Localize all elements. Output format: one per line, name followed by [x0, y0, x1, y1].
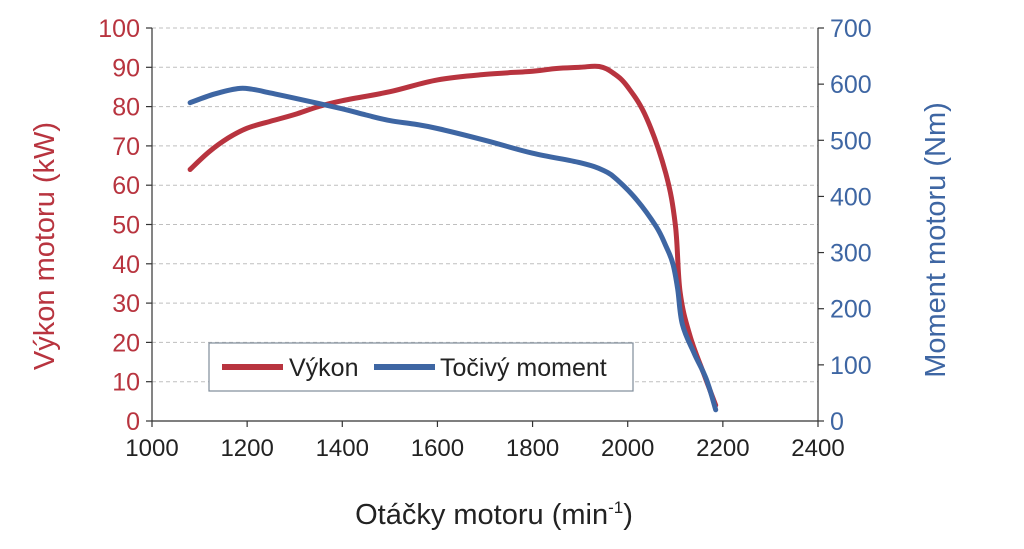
x-tick-label: 1600 [411, 435, 464, 462]
y-left-tick-label: 40 [112, 251, 140, 279]
x-tick-label: 2000 [601, 435, 654, 462]
y-left-tick-label: 50 [112, 212, 140, 240]
x-axis-label-end: ) [623, 499, 633, 531]
legend-label-torque: Točivý moment [440, 354, 607, 382]
x-axis-label-main: Otáčky motoru (min [355, 499, 608, 531]
y-right-tick-label: 500 [830, 127, 872, 155]
y-left-tick-label: 0 [126, 408, 140, 436]
y-right-tick-label: 700 [830, 15, 872, 43]
y-right-tick-label: 300 [830, 240, 872, 268]
x-tick-label: 1000 [125, 435, 178, 462]
tick-labels: 1000 1200 1400 1600 1800 2000 2200 240001020304… [98, 15, 871, 462]
y-left-tick-label: 80 [112, 94, 140, 122]
y-left-tick-label: 90 [112, 54, 140, 82]
x-axis-label-superscript: -1 [608, 498, 623, 517]
grid-lines [152, 27, 818, 383]
y-axis-right-label: Moment motoru (Nm) [920, 102, 952, 378]
legend-label-power: Výkon [289, 354, 358, 382]
y-left-tick-label: 70 [112, 133, 140, 161]
y-right-tick-label: 200 [830, 296, 872, 324]
y-right-tick-label: 600 [830, 71, 872, 99]
y-axis-left-label: Výkon motoru (kW) [29, 122, 61, 370]
x-axis-label: Otáčky motoru (min-1) [355, 498, 633, 531]
power-series-line [187, 63, 719, 408]
y-left-tick-label: 20 [112, 329, 140, 357]
y-left-tick-label: 30 [112, 290, 140, 318]
plot-lines [187, 63, 719, 413]
x-tick-label: 1200 [220, 435, 273, 462]
x-tick-label: 2400 [791, 435, 844, 462]
y-left-tick-label: 60 [112, 172, 140, 200]
x-tick-label: 1400 [316, 435, 369, 462]
legend: Výkon Točivý moment [208, 342, 634, 392]
y-left-tick-label: 100 [98, 15, 140, 43]
x-tick-label: 1800 [506, 435, 559, 462]
y-left-tick-label: 10 [112, 369, 140, 397]
axes [146, 27, 824, 427]
x-tick-label: 2200 [696, 435, 749, 462]
y-right-tick-label: 400 [830, 183, 872, 211]
y-right-tick-label: 100 [830, 352, 872, 380]
torque-series-line [187, 85, 719, 413]
y-right-tick-label: 0 [830, 408, 844, 436]
